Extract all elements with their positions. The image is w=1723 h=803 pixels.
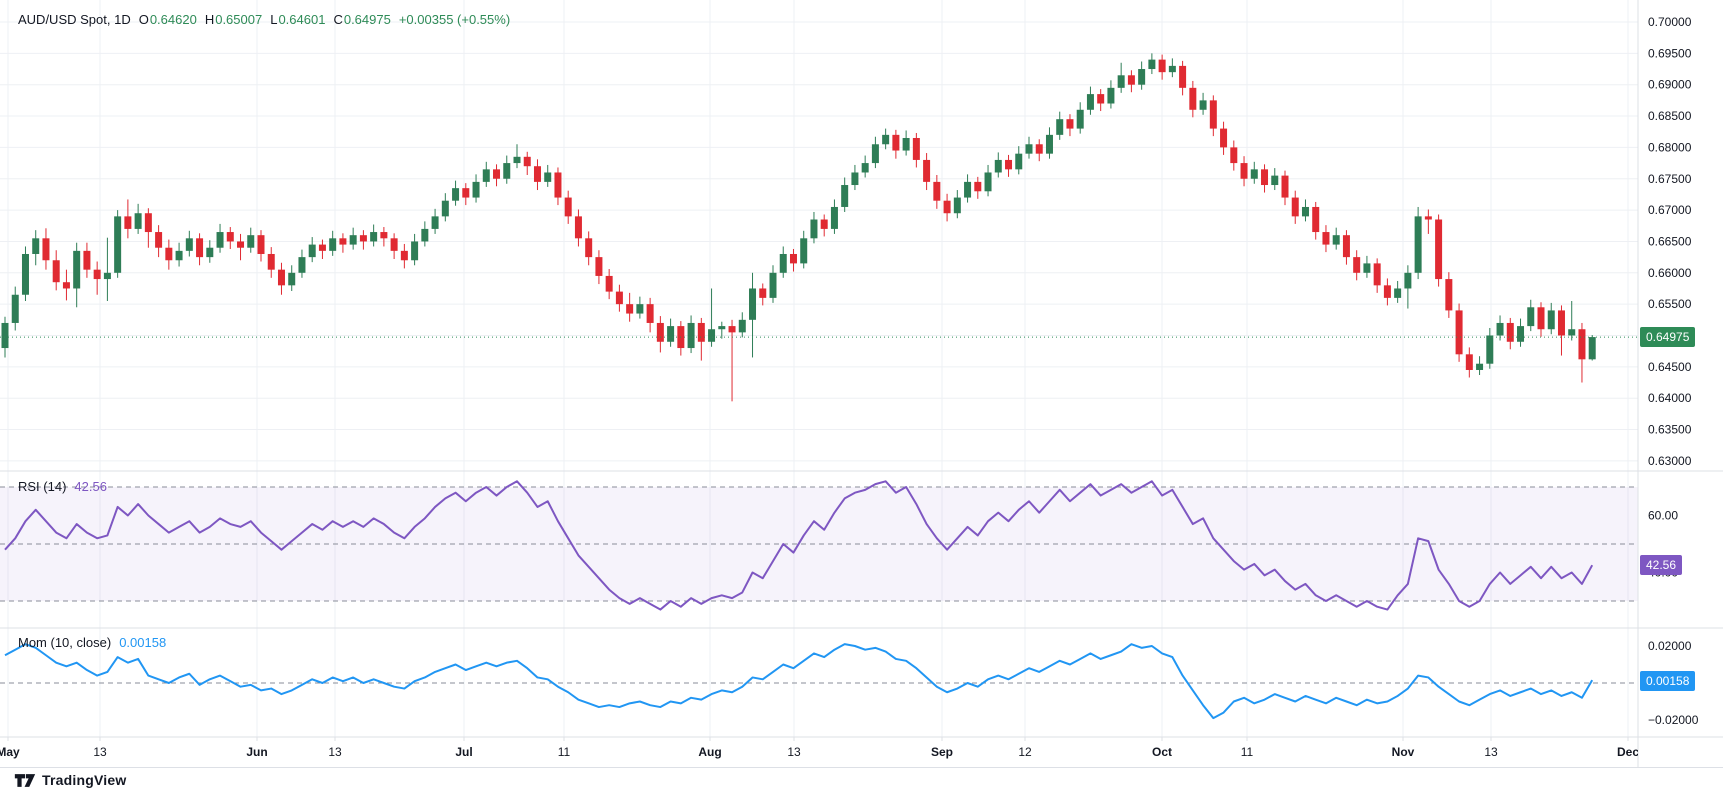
svg-text:0.70000: 0.70000 [1648,15,1692,29]
brand-text: TradingView [42,772,127,788]
time-label: 13 [93,745,107,759]
svg-text:0.02000: 0.02000 [1648,639,1692,653]
time-label: 11 [557,745,571,759]
time-label: 13 [328,745,342,759]
symbol-title: AUD/USD Spot, 1D [18,12,131,27]
chart-canvas[interactable]: 0.70000 0.69500 0.69000 0.68500 0.68000 0.675… [0,0,1723,768]
mom-badge: 0.00158 [1640,671,1696,691]
svg-text:0.63500: 0.63500 [1648,423,1692,437]
svg-text:0.64500: 0.64500 [1648,360,1692,374]
tradingview-glyph-icon [14,773,36,787]
grid-lines [0,0,1638,737]
time-label: Dec [1616,745,1638,759]
mom-title: Mom (10, close) [18,635,112,650]
change-value: +0.00355 (+0.55%) [398,12,511,27]
time-label: Jun [246,745,268,759]
svg-text:60.00: 60.00 [1648,509,1678,523]
main-legend[interactable]: AUD/USD Spot, 1D O 0.64620 H 0.65007 L 0.64… [18,12,510,27]
mom-line [4,643,1594,720]
svg-text:0.66500: 0.66500 [1648,234,1692,248]
time-label: 11 [1240,745,1254,759]
svg-text:0.67000: 0.67000 [1648,203,1692,217]
indicator-levels [0,486,1638,684]
time-label: Aug [698,745,722,759]
time-label: 12 [1018,745,1032,759]
ohlc-open: O 0.64620 [138,12,197,27]
svg-text:0.66000: 0.66000 [1648,266,1692,280]
svg-text:0.65500: 0.65500 [1648,297,1692,311]
time-label: Oct [1151,745,1173,759]
svg-text:0.69500: 0.69500 [1648,46,1692,60]
mom-axis-labels: 0.02000 −0.02000 [1648,639,1699,727]
candle-series [1,53,1596,402]
svg-text:0.63000: 0.63000 [1648,454,1692,468]
ohlc-close: C 0.64975 [333,12,391,27]
tradingview-logo[interactable]: TradingView [14,772,126,788]
rsi-value: 42.56 [74,479,107,494]
ohlc-low: L 0.64601 [270,12,326,27]
rsi-line [4,480,1594,611]
mom-value: 0.00158 [119,635,167,650]
price-axis[interactable] [1638,0,1723,768]
rsi-legend[interactable]: RSI (14) 42.56 [18,479,107,494]
time-axis[interactable]: May 13 Jun 13 Jul 11 Aug 13 Sep 12 Oct 11 Nov 13 Dec [0,737,1638,768]
mom-legend[interactable]: Mom (10, close) 0.00158 [18,635,166,650]
time-label: 13 [787,745,801,759]
svg-text:0.68500: 0.68500 [1648,109,1692,123]
svg-text:0.68000: 0.68000 [1648,140,1692,154]
svg-text:−0.02000: −0.02000 [1648,713,1699,727]
time-label: Sep [930,745,954,759]
svg-text:0.64000: 0.64000 [1648,391,1692,405]
time-label: 13 [1484,745,1498,759]
time-label: Nov [1391,745,1415,759]
rsi-badge: 42.56 [1640,555,1683,575]
pane-separators [0,0,1723,768]
rsi-title: RSI (14) [18,479,67,494]
svg-text:0.67500: 0.67500 [1648,172,1692,186]
last-price-badge: 0.64975 [1640,327,1696,347]
svg-text:0.69000: 0.69000 [1648,78,1692,92]
price-axis-labels: 0.70000 0.69500 0.69000 0.68500 0.68000 0.675… [1648,15,1692,468]
ohlc-high: H 0.65007 [204,12,263,27]
time-label: May [0,745,20,759]
time-label: Jul [455,745,473,759]
